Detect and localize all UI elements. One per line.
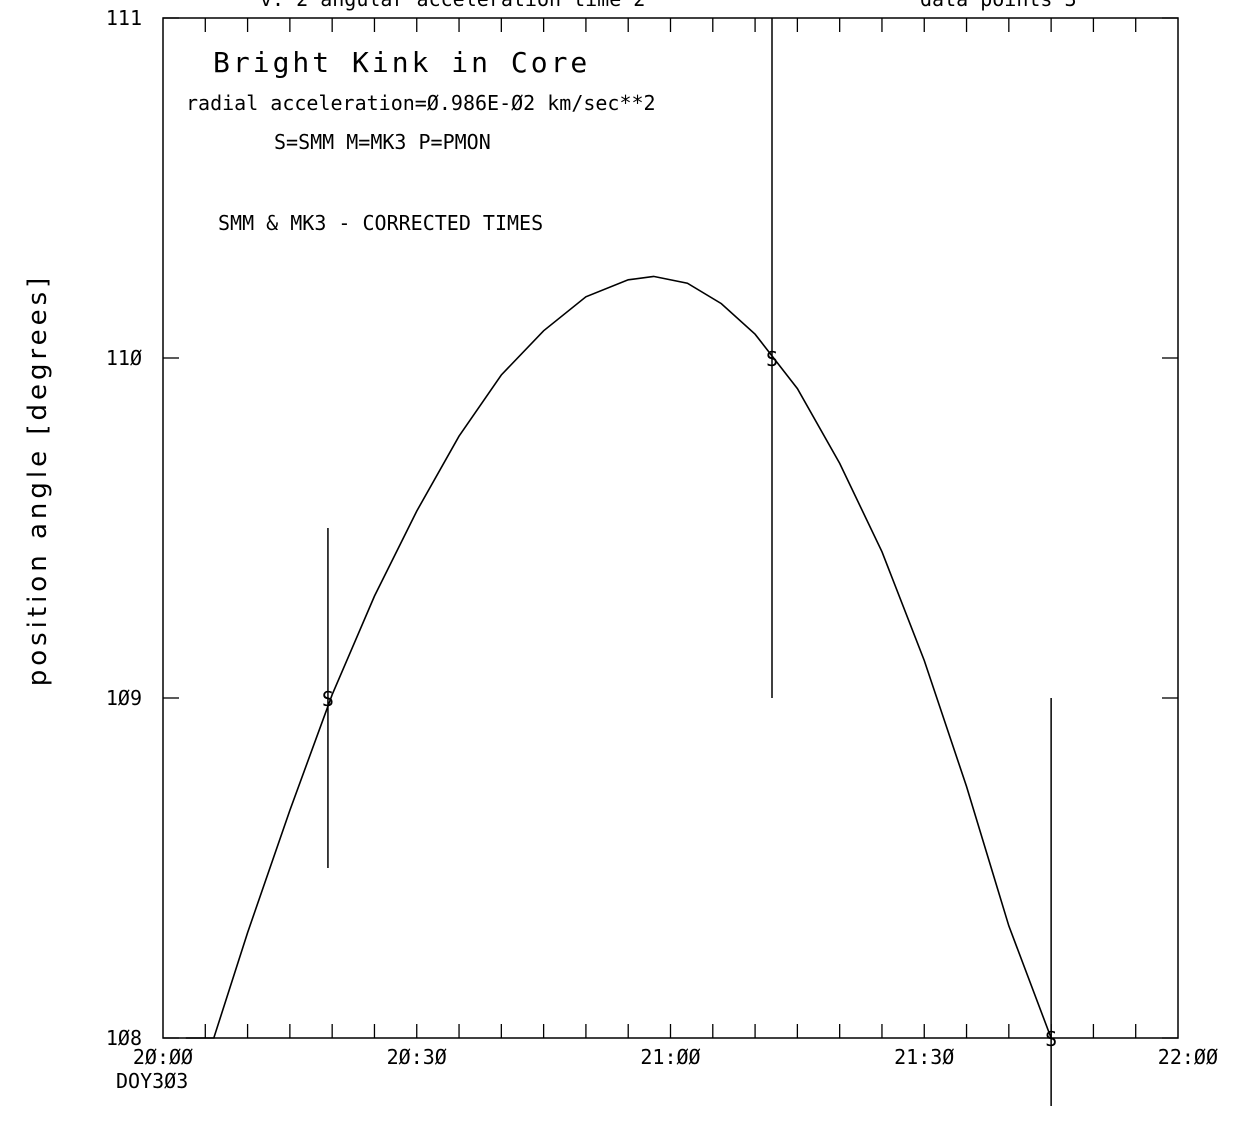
x-tick-labels: 2Ø:ØØ 2Ø:3Ø 21:ØØ 21:3Ø 22:ØØ xyxy=(133,1045,1218,1069)
fit-curve xyxy=(185,275,1052,1039)
x-tick-label: 22:ØØ xyxy=(1158,1045,1218,1069)
data-point-marker: S xyxy=(322,687,334,711)
y-axis-label: position angle [degrees] xyxy=(23,274,53,687)
instrument-legend: S=SMM M=MK3 P=PMON xyxy=(274,130,491,154)
y-tick-label: 111 xyxy=(106,6,142,30)
y-tick-labels: 1Ø8 1Ø9 11Ø 111 xyxy=(106,6,142,1050)
annotations: Bright Kink in Core radial acceleration=… xyxy=(186,46,656,235)
y-tick-label: 1Ø8 xyxy=(106,1026,142,1050)
corrected-times-note: SMM & MK3 - CORRECTED TIMES xyxy=(218,211,543,235)
header-left: v. 2 angular acceleration time 2 xyxy=(260,0,645,11)
header-right: data points 3 xyxy=(920,0,1077,11)
data-point-marker: S xyxy=(766,347,778,371)
acceleration-annotation: radial acceleration=Ø.986E-Ø2 km/sec**2 xyxy=(186,91,656,115)
header: v. 2 angular acceleration time 2 data po… xyxy=(260,0,1077,11)
y-tick-label: 1Ø9 xyxy=(106,686,142,710)
chart-title: Bright Kink in Core xyxy=(213,46,590,79)
plot-frame xyxy=(162,17,1179,1039)
x-tick-label: 21:3Ø xyxy=(894,1045,954,1069)
axis-ticks xyxy=(163,17,1178,1039)
data-point-marker: S xyxy=(1045,1027,1057,1051)
y-tick-label: 11Ø xyxy=(106,346,142,370)
x-tick-label: 2Ø:ØØ xyxy=(133,1045,193,1069)
x-tick-label: 21:ØØ xyxy=(640,1045,700,1069)
data-points: S S S xyxy=(322,18,1057,1106)
x-tick-label: 2Ø:3Ø xyxy=(387,1045,447,1069)
x-sublabel: DOY3Ø3 xyxy=(116,1069,188,1093)
